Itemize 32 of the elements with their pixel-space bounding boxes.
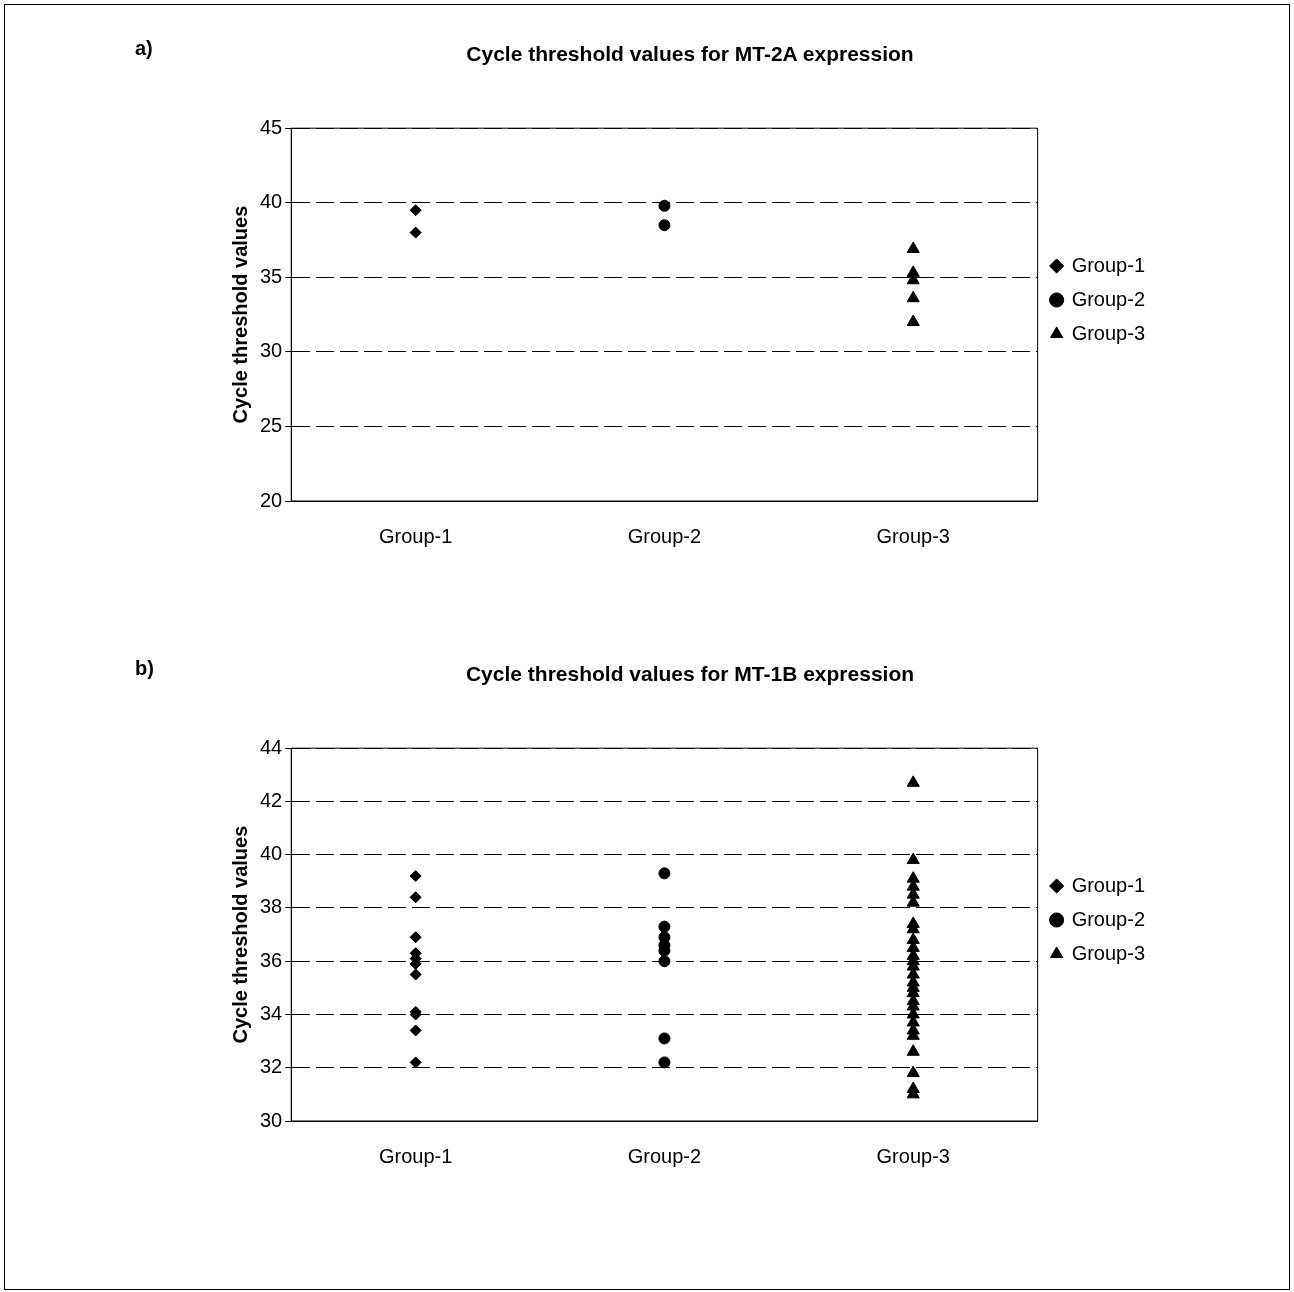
- y-tick-label: 38: [260, 895, 283, 918]
- y-tick-label: 32: [260, 1055, 283, 1078]
- x-tick-label: Group-2: [627, 524, 702, 547]
- text: a): [135, 36, 153, 59]
- y-tick-label: 45: [260, 115, 283, 138]
- legend-label: Group-2: [1071, 907, 1146, 930]
- legend-label: Group-3: [1071, 941, 1146, 964]
- y-tick-label: 40: [260, 842, 283, 865]
- x-tick-label: Group-1: [378, 524, 453, 547]
- y-tick-label: 35: [260, 264, 283, 287]
- y-tick-label: 30: [260, 1108, 283, 1131]
- x-tick-label: Group-3: [876, 524, 950, 547]
- y-tick-label: 42: [260, 788, 283, 811]
- x-tick-label: Group-1: [378, 1144, 453, 1167]
- x-tick-label: Group-3: [876, 1144, 950, 1167]
- y-tick-label: 20: [260, 488, 283, 511]
- y-axis-title: Cycle threshold values: [228, 825, 251, 1044]
- legend-label: Group-1: [1071, 253, 1146, 276]
- x-tick-label: Group-2: [627, 1144, 702, 1167]
- legend-label: Group-1: [1071, 873, 1146, 896]
- y-tick-label: 30: [260, 339, 283, 362]
- y-tick-label: 25: [260, 413, 283, 436]
- y-tick-label: 40: [260, 190, 283, 213]
- y-axis-title: Cycle threshold values: [228, 205, 251, 424]
- y-tick-label: 34: [260, 1002, 283, 1024]
- y-tick-label: 44: [260, 735, 283, 758]
- y-tick-label: 36: [260, 948, 283, 971]
- chart-title: Cycle threshold values for MT-2A expression: [466, 42, 914, 66]
- text: b): [135, 656, 154, 679]
- legend-label: Group-3: [1071, 321, 1146, 344]
- legend-label: Group-2: [1071, 287, 1146, 310]
- chart-title: Cycle threshold values for MT-1B expression: [465, 662, 915, 686]
